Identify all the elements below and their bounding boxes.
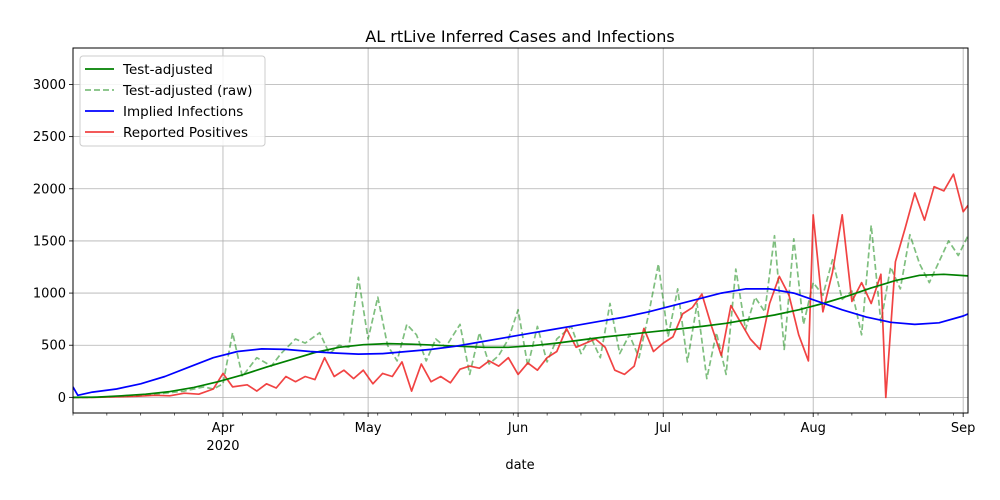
chart-title: AL rtLive Inferred Cases and Infections <box>365 27 674 46</box>
series-line-test-adjusted-raw <box>73 224 968 399</box>
plot-frame <box>72 47 969 414</box>
series-line-test-adjusted <box>73 273 968 399</box>
x-tick-label: May <box>355 421 382 436</box>
x-tick-label: Jun <box>507 421 528 436</box>
legend-label: Reported Positives <box>123 125 248 141</box>
y-tick-label: 2500 <box>33 130 66 145</box>
series-line-implied-infections <box>73 288 968 397</box>
y-tick-label: 3000 <box>33 78 66 93</box>
y-tick-label: 1500 <box>33 234 66 249</box>
legend-label: Test-adjusted (raw) <box>122 83 253 99</box>
legend: Test-adjusted Test-adjusted (raw) Implied … <box>79 55 266 147</box>
y-tick-label: 0 <box>58 391 66 406</box>
y-tick-label: 2000 <box>33 182 66 197</box>
x-tick-label: Jul <box>654 421 671 436</box>
legend-label: Implied Infections <box>123 104 243 120</box>
x-axis-label: date <box>505 458 534 473</box>
legend-box <box>79 55 266 147</box>
series-layer <box>73 173 968 399</box>
x-tick-sublabel: 2020 <box>206 439 239 454</box>
series-line-reported-positives <box>73 173 968 399</box>
x-tick-label: Sep <box>951 421 976 436</box>
x-tick-label: Apr <box>212 421 235 436</box>
y-axis: 0 500 1000 1500 2000 2500 3000 <box>33 78 73 406</box>
y-tick-label: 500 <box>41 339 66 354</box>
y-tick-label: 1000 <box>33 287 66 302</box>
x-axis: Apr 2020 May Jun Jul Aug Sep <box>72 413 976 454</box>
x-tick-label: Aug <box>800 421 825 436</box>
legend-label: Test-adjusted <box>122 62 213 78</box>
